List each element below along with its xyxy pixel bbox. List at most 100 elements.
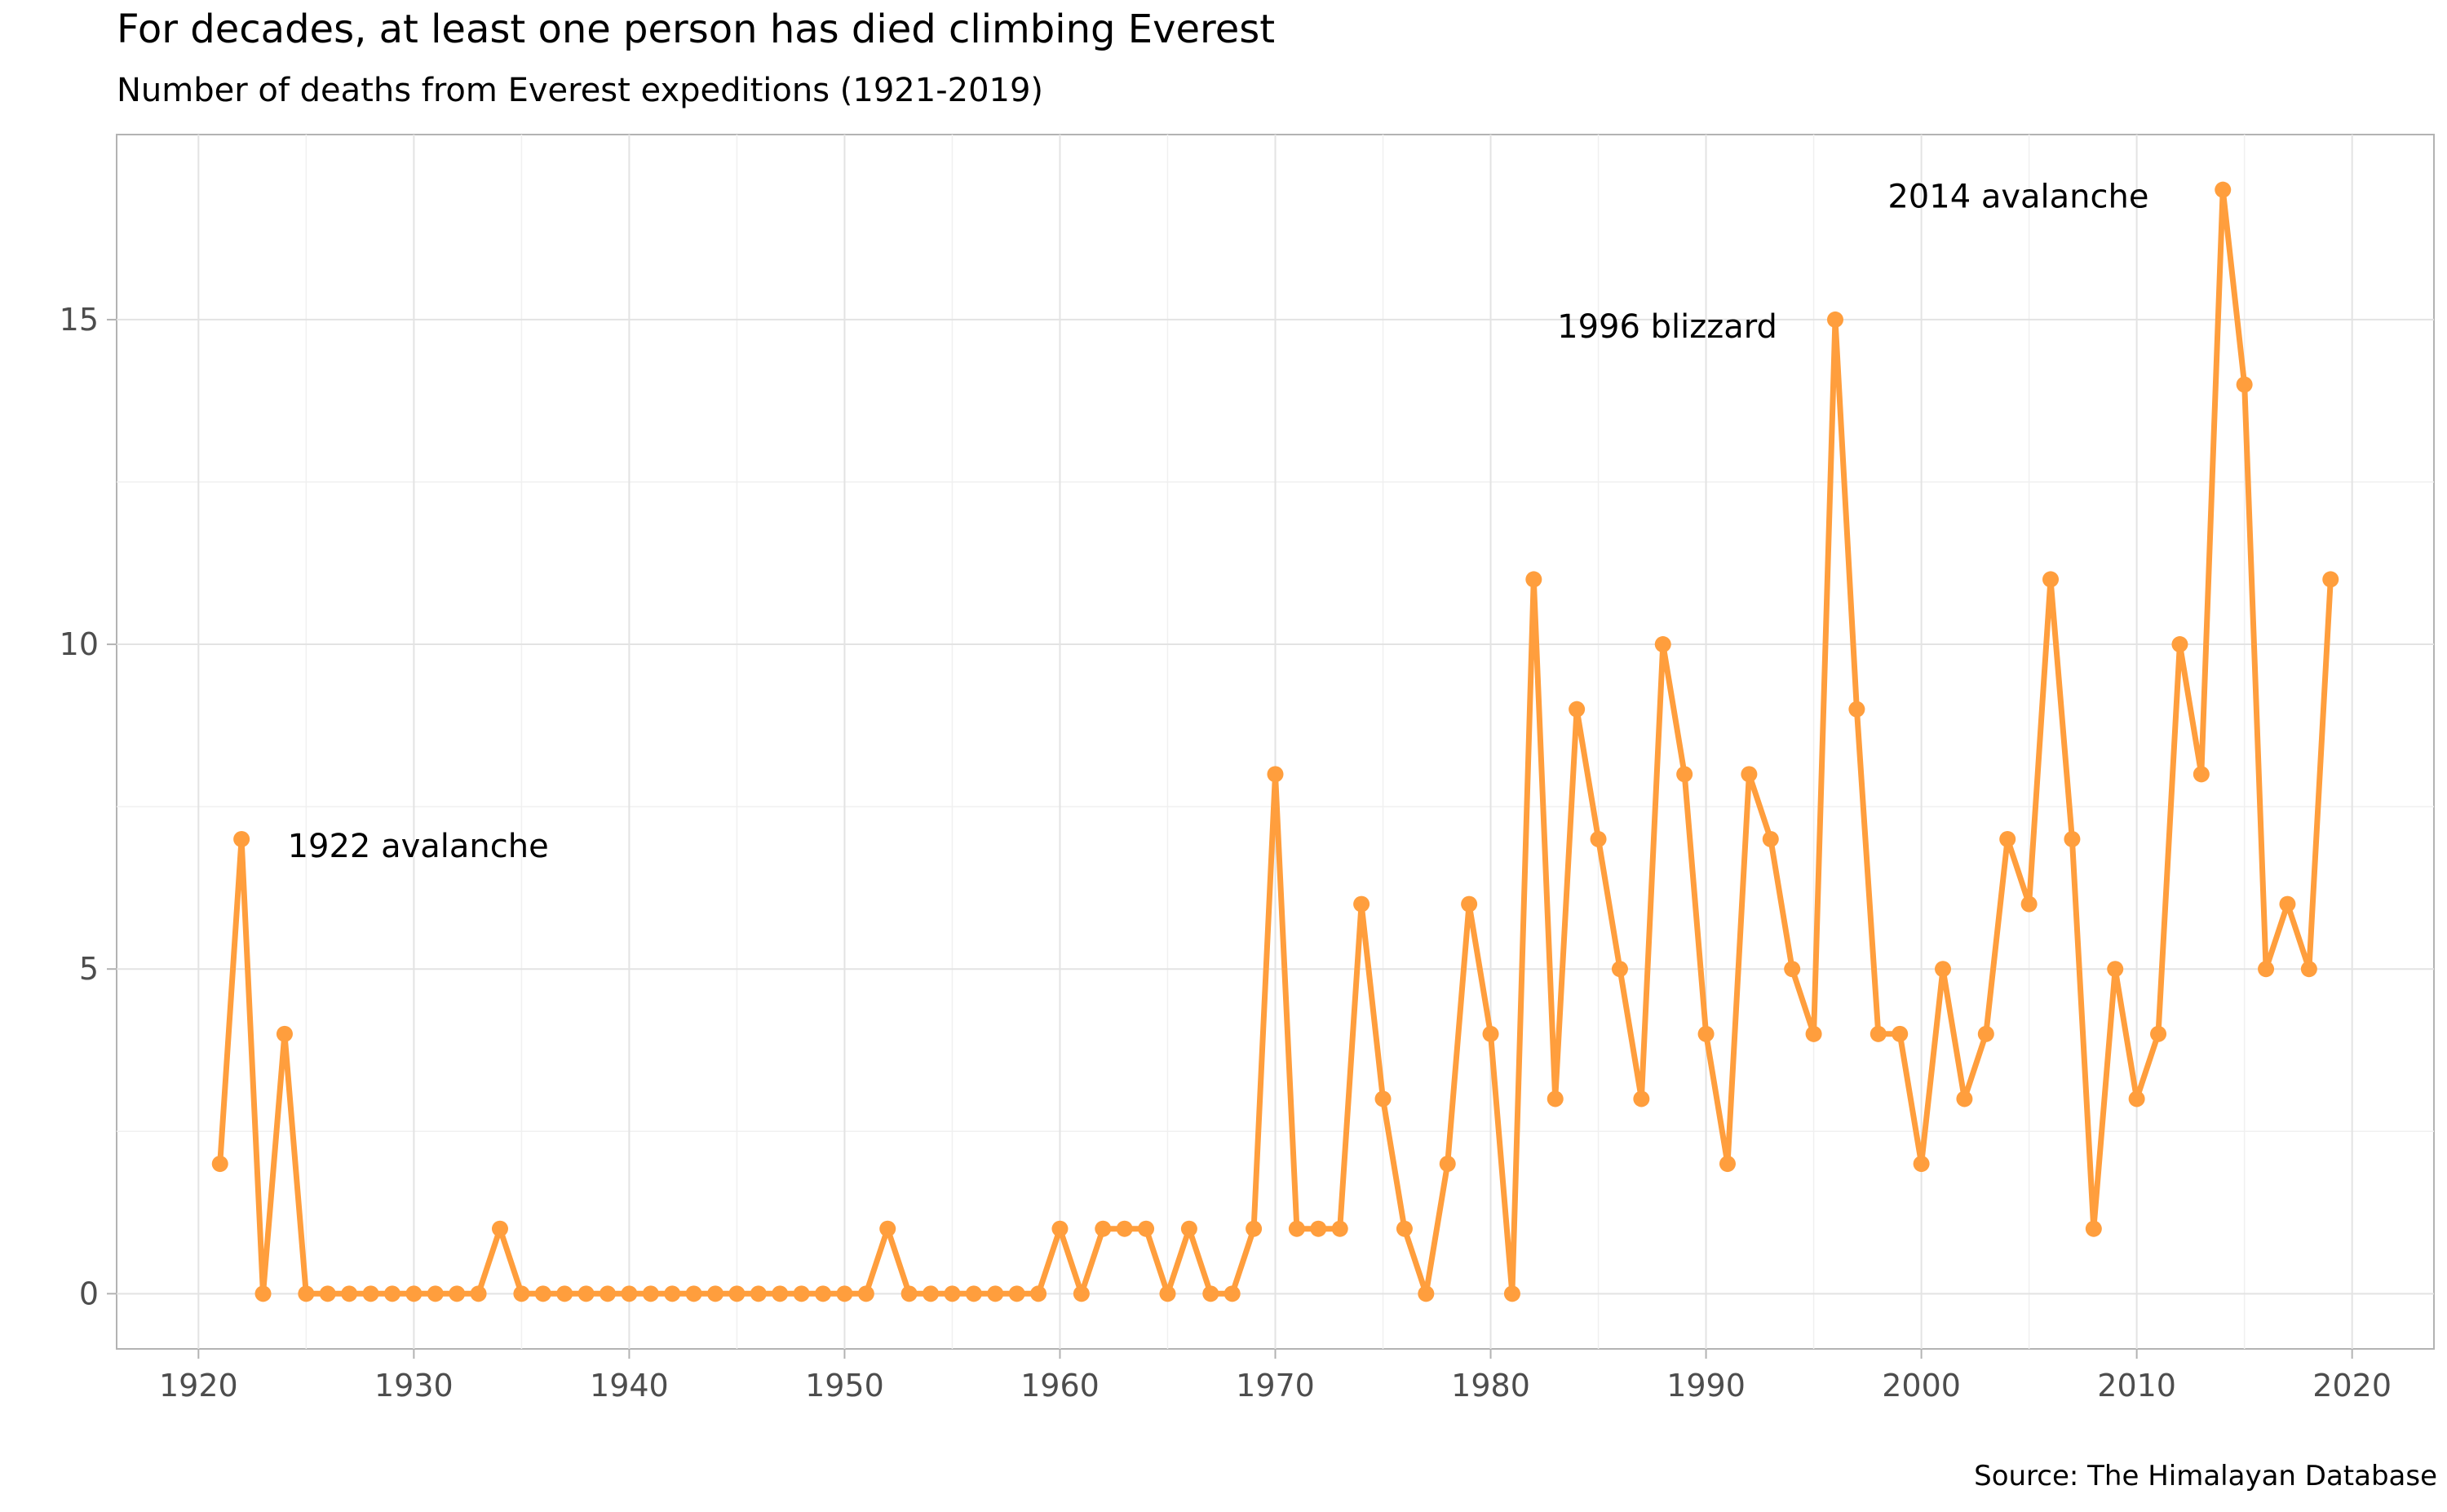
series-deaths	[211, 181, 2339, 1302]
x-tick-label: 1960	[1020, 1368, 1100, 1404]
data-point	[621, 1285, 638, 1302]
chart-subtitle: Number of deaths from Everest expedition…	[117, 72, 1044, 109]
data-point	[1935, 961, 1952, 978]
data-point	[2193, 766, 2210, 783]
data-point	[2279, 895, 2296, 913]
data-point	[750, 1285, 767, 1302]
data-point	[1180, 1220, 1197, 1237]
data-point	[664, 1285, 681, 1302]
chart-source: Source: The Himalayan Database	[1974, 1460, 2437, 1492]
data-point	[1633, 1090, 1650, 1107]
data-point	[1741, 766, 1758, 783]
data-point	[1654, 636, 1671, 653]
data-point	[1569, 701, 1586, 718]
data-point	[2020, 895, 2038, 913]
data-point	[1246, 1220, 1263, 1237]
data-point	[1138, 1220, 1155, 1237]
data-point	[2150, 1025, 2167, 1042]
x-tick-label: 1970	[1236, 1368, 1315, 1404]
data-point	[2107, 961, 2124, 978]
chart-title: For decades, at least one person has die…	[117, 7, 1276, 52]
data-point	[2215, 181, 2232, 198]
data-point	[556, 1285, 573, 1302]
x-tick-label: 1950	[805, 1368, 884, 1404]
data-point	[276, 1025, 293, 1042]
data-point	[254, 1285, 272, 1302]
data-point	[2236, 376, 2253, 393]
data-point	[599, 1285, 616, 1302]
data-point	[319, 1285, 336, 1302]
data-point	[491, 1220, 508, 1237]
data-point	[1977, 1025, 1994, 1042]
data-point	[944, 1285, 961, 1302]
data-point	[707, 1285, 724, 1302]
data-point	[857, 1285, 874, 1302]
x-tick-label: 2010	[2097, 1368, 2176, 1404]
annotation-label: 2014 avalanche	[1887, 179, 2148, 216]
data-point	[685, 1285, 702, 1302]
data-point	[362, 1285, 379, 1302]
data-point	[2322, 571, 2339, 588]
x-tick-label: 1930	[374, 1368, 454, 1404]
data-point	[987, 1285, 1004, 1302]
data-point	[642, 1285, 659, 1302]
data-point	[2085, 1220, 2102, 1237]
data-point	[1461, 895, 1478, 913]
data-point	[1418, 1285, 1435, 1302]
data-point	[793, 1285, 810, 1302]
x-tick-label: 1990	[1666, 1368, 1746, 1404]
y-tick-label: 10	[60, 626, 99, 662]
data-point	[449, 1285, 466, 1302]
data-point	[1374, 1090, 1392, 1107]
data-point	[1590, 830, 1607, 847]
data-point	[383, 1285, 400, 1302]
y-tick-label: 0	[79, 1275, 99, 1311]
data-point	[513, 1285, 530, 1302]
data-point	[1784, 961, 1801, 978]
data-point	[1310, 1220, 1327, 1237]
data-point	[900, 1285, 918, 1302]
data-point	[1762, 830, 1779, 847]
x-tick-label: 1940	[590, 1368, 669, 1404]
data-point	[1051, 1220, 1069, 1237]
data-point	[1826, 311, 1843, 328]
data-point	[1008, 1285, 1025, 1302]
x-tick-label: 2020	[2312, 1368, 2392, 1404]
data-point	[1892, 1025, 1909, 1042]
data-point	[1611, 961, 1628, 978]
annotations: 1922 avalanche 1996 blizzard 2014 avalanch…	[288, 179, 2149, 865]
data-point	[1095, 1220, 1112, 1237]
axis-ticks: 1920 1930 1940 1950 1960 1970 1980 1990 2000 2010…	[60, 302, 2392, 1404]
data-point	[2171, 636, 2188, 653]
data-point	[1956, 1090, 1973, 1107]
data-point	[1224, 1285, 1241, 1302]
data-point	[2064, 830, 2081, 847]
data-point	[836, 1285, 853, 1302]
data-point	[1525, 571, 1542, 588]
data-point	[1547, 1090, 1564, 1107]
data-point	[577, 1285, 595, 1302]
data-point	[1848, 701, 1865, 718]
x-tick-label: 1980	[1451, 1368, 1530, 1404]
data-point	[1159, 1285, 1176, 1302]
data-point	[534, 1285, 551, 1302]
x-tick-label: 1920	[159, 1368, 238, 1404]
data-point	[1267, 766, 1284, 783]
y-tick-label: 15	[60, 302, 99, 338]
data-point	[2128, 1090, 2145, 1107]
data-point	[923, 1285, 940, 1302]
data-point	[965, 1285, 982, 1302]
data-point	[772, 1285, 789, 1302]
data-point	[470, 1285, 487, 1302]
data-point	[427, 1285, 444, 1302]
data-point	[233, 830, 250, 847]
data-point	[211, 1156, 228, 1173]
data-point	[1073, 1285, 1090, 1302]
data-point	[298, 1285, 315, 1302]
data-point	[1353, 895, 1370, 913]
data-point	[879, 1220, 896, 1237]
x-tick-label: 2000	[1882, 1368, 1961, 1404]
data-point	[1719, 1156, 1736, 1173]
data-point	[728, 1285, 746, 1302]
